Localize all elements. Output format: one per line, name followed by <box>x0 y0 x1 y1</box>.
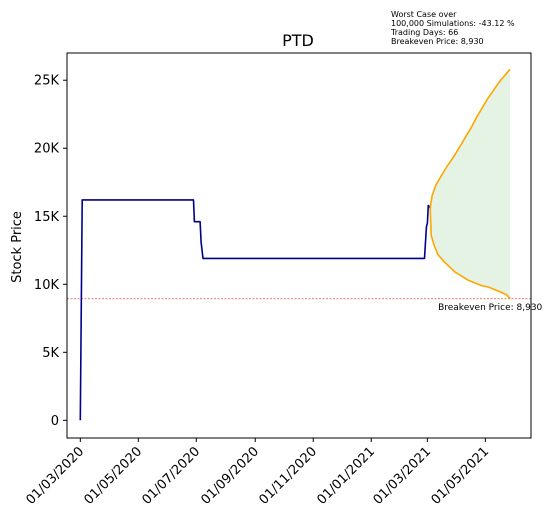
y-tick-label: 25K <box>34 74 60 89</box>
series-line-best-case <box>429 68 511 209</box>
x-tick-label: 01/01/2021 <box>314 444 378 508</box>
x-tick-label: 01/09/2020 <box>198 444 262 508</box>
x-tick-label: 01/03/2021 <box>371 444 435 508</box>
projection-band <box>430 69 511 299</box>
annotation-line-4: Breakeven Price: 8,930 <box>391 37 484 46</box>
x-tick-label: 01/05/2021 <box>429 444 493 508</box>
series-line-worst-case <box>429 208 511 300</box>
y-tick-label: 0 <box>51 414 59 429</box>
plot-area <box>67 68 531 421</box>
breakeven-label: Breakeven Price: 8,930 <box>438 303 542 313</box>
y-tick-label: 10K <box>34 278 60 293</box>
y-tick-label: 5K <box>42 346 59 361</box>
x-tick-label: 01/05/2020 <box>82 444 146 508</box>
y-axis-title: Stock Price <box>10 211 25 283</box>
annotation-line-3: Trading Days: 66 <box>390 28 458 37</box>
plot-frame <box>66 52 532 439</box>
x-tick-label: 01/11/2020 <box>256 444 320 508</box>
x-tick-label: 01/03/2020 <box>24 444 88 508</box>
annotation-line-1: Worst Case over <box>391 10 457 19</box>
chart-title: PTD <box>282 31 314 50</box>
annotation-line-2: 100,000 Simulations: -43.12 % <box>391 19 515 28</box>
series-line-historical <box>79 199 431 421</box>
y-tick-label: 15K <box>34 210 60 225</box>
x-tick-label: 01/07/2020 <box>140 444 204 508</box>
y-tick-label: 20K <box>34 142 60 157</box>
